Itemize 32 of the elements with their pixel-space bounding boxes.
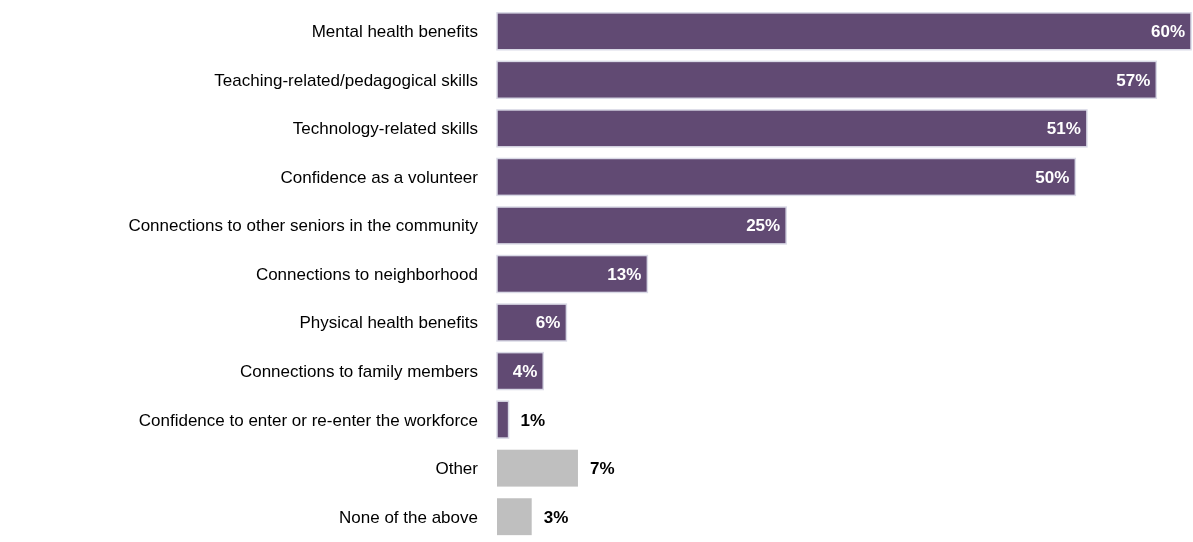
y-tick-label: Connections to neighborhood bbox=[255, 264, 478, 284]
y-tick-label: Confidence to enter or re-enter the workforce bbox=[138, 410, 478, 430]
bar bbox=[497, 498, 532, 536]
y-tick-label: Other bbox=[435, 459, 479, 479]
y-tick-label: Mental health benefits bbox=[311, 22, 478, 42]
data-label: 50% bbox=[1035, 167, 1070, 187]
bar bbox=[497, 449, 578, 487]
y-tick-label: Technology-related skills bbox=[292, 119, 478, 139]
data-label: 7% bbox=[589, 459, 615, 479]
y-tick-label: Teaching-related/pedagogical skills bbox=[214, 70, 478, 90]
bar bbox=[496, 254, 649, 294]
y-tick-label: None of the above bbox=[339, 507, 478, 527]
data-label: 13% bbox=[607, 264, 642, 284]
bar bbox=[496, 206, 787, 245]
bar bbox=[496, 303, 568, 342]
y-tick-label: Connections to family members bbox=[239, 362, 478, 382]
data-label: 6% bbox=[535, 313, 561, 333]
y-tick-label: Physical health benefits bbox=[299, 313, 478, 333]
data-label: 25% bbox=[746, 216, 781, 236]
y-tick-label: Confidence as a volunteer bbox=[280, 167, 479, 187]
bar bbox=[496, 12, 1192, 51]
y-tick-label: Connections to other seniors in the community bbox=[128, 216, 479, 236]
bar bbox=[496, 60, 1158, 100]
data-label: 3% bbox=[543, 507, 569, 527]
bar bbox=[496, 400, 510, 439]
data-label: 4% bbox=[512, 362, 538, 382]
bar bbox=[496, 109, 1088, 148]
data-label: 51% bbox=[1046, 119, 1081, 139]
data-label: 60% bbox=[1150, 22, 1185, 42]
bar bbox=[496, 157, 1077, 197]
data-label: 57% bbox=[1116, 70, 1151, 90]
data-label: 1% bbox=[520, 410, 546, 430]
